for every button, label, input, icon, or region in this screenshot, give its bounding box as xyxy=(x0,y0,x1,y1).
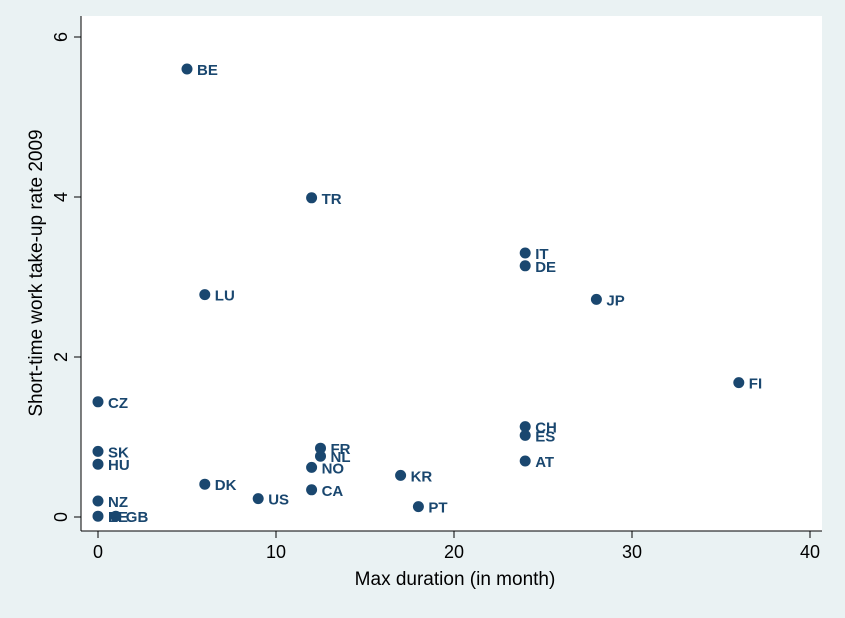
point-label: EE xyxy=(108,509,128,526)
x-tick-label: 10 xyxy=(266,542,286,562)
data-point xyxy=(252,493,264,505)
x-tick-label: 20 xyxy=(444,542,464,562)
point-label: CZ xyxy=(108,395,128,412)
data-point xyxy=(181,63,193,75)
x-tick-label: 40 xyxy=(800,542,820,562)
y-axis-title: Short-time work take-up rate 2009 xyxy=(26,129,47,416)
point-label: ES xyxy=(535,428,555,445)
y-tick-label: 6 xyxy=(51,32,71,42)
plot-area xyxy=(81,16,822,531)
data-point xyxy=(315,442,326,454)
data-point xyxy=(733,377,745,389)
data-point xyxy=(92,510,104,522)
point-label: CA xyxy=(322,483,344,500)
point-label: NZ xyxy=(108,494,128,511)
y-tick-label: 4 xyxy=(51,192,71,202)
x-tick-label: 30 xyxy=(622,542,642,562)
x-tick-label: 0 xyxy=(93,542,103,562)
data-point xyxy=(92,396,104,408)
data-point xyxy=(395,469,407,481)
point-label: LU xyxy=(215,288,235,305)
data-point xyxy=(92,445,104,457)
data-point xyxy=(306,484,318,496)
data-point xyxy=(590,293,602,305)
data-point xyxy=(412,501,424,513)
data-point xyxy=(315,450,326,462)
point-label: GB xyxy=(126,509,149,526)
point-label: KR xyxy=(411,468,433,485)
point-label: NL xyxy=(331,449,351,466)
point-label: FR xyxy=(331,441,351,458)
point-label: TR xyxy=(322,191,342,208)
axes: 0 10 20 30 40 0 2 4 6 xyxy=(51,16,822,562)
point-label: NO xyxy=(322,460,345,477)
data-point xyxy=(519,260,531,272)
data-point xyxy=(199,478,211,490)
data-point xyxy=(519,421,531,433)
data-point xyxy=(306,461,318,473)
data-point xyxy=(110,510,122,522)
x-axis-title: Max duration (in month) xyxy=(355,569,556,590)
data-point xyxy=(519,455,531,467)
point-label: IT xyxy=(535,246,548,263)
data-point xyxy=(92,458,104,470)
point-label: HU xyxy=(108,457,130,474)
data-point xyxy=(199,289,211,301)
point-label: US xyxy=(268,492,289,509)
point-label: BE xyxy=(197,62,218,79)
data-point xyxy=(519,247,531,259)
y-tick-label: 2 xyxy=(51,352,71,362)
point-label: FI xyxy=(749,376,762,393)
point-label: JP xyxy=(606,292,624,309)
data-point xyxy=(92,495,104,507)
point-label: DK xyxy=(215,477,237,494)
data-point xyxy=(306,192,318,204)
point-label: DE xyxy=(535,259,556,276)
point-label: PT xyxy=(428,500,447,517)
data-points xyxy=(92,63,745,522)
point-label: CH xyxy=(535,420,557,437)
point-label: SK xyxy=(108,444,129,461)
data-point xyxy=(519,429,531,441)
y-tick-label: 0 xyxy=(51,512,71,522)
point-label: AT xyxy=(535,454,554,471)
